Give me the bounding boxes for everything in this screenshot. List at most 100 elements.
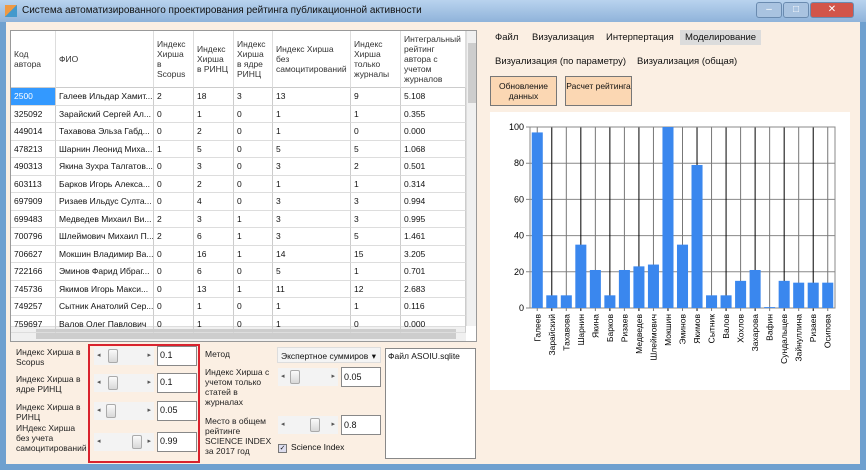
table-cell[interactable]: 0: [234, 298, 273, 316]
bar[interactable]: [691, 165, 703, 308]
bar[interactable]: [560, 295, 572, 308]
table-cell[interactable]: Тахавова Эльза Габд...: [56, 123, 154, 141]
bar[interactable]: [720, 295, 732, 308]
column-header[interactable]: Индекс Хирша без самоцитирований: [273, 31, 351, 88]
submenu-visualization-general[interactable]: Визуализация (общая): [637, 56, 738, 67]
column-header[interactable]: Индекс Хирша в Scopus: [154, 31, 194, 88]
table-cell[interactable]: 5.108: [401, 88, 466, 106]
table-cell[interactable]: 1: [234, 245, 273, 263]
table-cell[interactable]: 0: [154, 158, 194, 176]
bar[interactable]: [647, 264, 659, 308]
table-cell[interactable]: 5: [194, 140, 234, 158]
science-index-checkbox[interactable]: ✓ Science Index: [278, 442, 344, 453]
table-cell[interactable]: 1: [273, 298, 351, 316]
table-cell[interactable]: Медведев Михаил Ви...: [56, 210, 154, 228]
table-cell[interactable]: 3: [194, 158, 234, 176]
table-cell[interactable]: 2: [154, 210, 194, 228]
bar[interactable]: [546, 295, 558, 308]
bar[interactable]: [633, 266, 645, 308]
table-cell[interactable]: Ризаев Ильдус Султа...: [56, 193, 154, 211]
table-cell[interactable]: 6: [194, 263, 234, 281]
science-slider[interactable]: ◂ ▸: [278, 416, 338, 434]
table-cell[interactable]: Якина Зухра Талгатов...: [56, 158, 154, 176]
table-cell[interactable]: 1: [273, 315, 351, 333]
column-header[interactable]: ФИО: [56, 31, 154, 88]
table-cell[interactable]: 0.994: [401, 193, 466, 211]
table-cell[interactable]: 1: [273, 175, 351, 193]
table-cell[interactable]: 3: [194, 210, 234, 228]
minimize-button[interactable]: –: [756, 2, 782, 18]
table-cell[interactable]: 0.000: [401, 123, 466, 141]
menu-modeling[interactable]: Моделирование: [680, 30, 762, 45]
table-cell[interactable]: 2: [154, 88, 194, 106]
table-cell[interactable]: 0: [234, 315, 273, 333]
table-cell[interactable]: 0.501: [401, 158, 466, 176]
weight-input[interactable]: 0.05: [157, 401, 197, 421]
table-cell[interactable]: 0: [154, 298, 194, 316]
table-cell[interactable]: 603113: [11, 175, 56, 193]
table-cell[interactable]: 0: [234, 263, 273, 281]
table-cell[interactable]: Галеев Ильдар Хамит...: [56, 88, 154, 106]
close-button[interactable]: ✕: [810, 2, 854, 18]
table-cell[interactable]: 745736: [11, 280, 56, 298]
table-cell[interactable]: 490313: [11, 158, 56, 176]
bar[interactable]: [662, 127, 674, 308]
table-cell[interactable]: 0: [234, 158, 273, 176]
menu-visualization[interactable]: Визуализация: [532, 32, 595, 43]
menu-file[interactable]: Файл: [495, 32, 519, 43]
table-cell[interactable]: 0: [234, 175, 273, 193]
table-cell[interactable]: 0: [154, 105, 194, 123]
authors-grid[interactable]: Код автора ФИО Индекс Хирша в Scopus Индекс…: [10, 30, 477, 342]
table-cell[interactable]: 1: [351, 175, 401, 193]
table-cell[interactable]: 16: [194, 245, 234, 263]
table-cell[interactable]: 1.461: [401, 228, 466, 246]
weight-input[interactable]: 0.1: [157, 373, 197, 393]
table-cell[interactable]: Шлеймович Михаил П...: [56, 228, 154, 246]
table-cell[interactable]: 700796: [11, 228, 56, 246]
table-cell[interactable]: 0: [154, 280, 194, 298]
weight-input[interactable]: 0.99: [157, 432, 197, 452]
bar[interactable]: [575, 244, 587, 308]
table-cell[interactable]: 478213: [11, 140, 56, 158]
table-cell[interactable]: 5: [351, 140, 401, 158]
table-cell[interactable]: 0.314: [401, 175, 466, 193]
table-cell[interactable]: Эминов Фарид Ибраг...: [56, 263, 154, 281]
table-cell[interactable]: 2: [194, 123, 234, 141]
table-cell[interactable]: 13: [273, 88, 351, 106]
menu-interpretation[interactable]: Интерпертация: [606, 32, 674, 43]
table-cell[interactable]: 0.701: [401, 263, 466, 281]
calculate-rating-button[interactable]: Расчет рейтинга: [565, 76, 632, 106]
table-cell[interactable]: 3: [273, 210, 351, 228]
submenu-visualization-param[interactable]: Визуализация (по параметру): [495, 56, 627, 67]
table-cell[interactable]: 749257: [11, 298, 56, 316]
bar[interactable]: [706, 295, 718, 308]
science-input[interactable]: [341, 415, 381, 435]
bar[interactable]: [531, 132, 543, 308]
table-cell[interactable]: 4: [194, 193, 234, 211]
update-data-button[interactable]: Обновление данных: [490, 76, 557, 106]
table-cell[interactable]: Валов Олег Павлович: [56, 315, 154, 333]
table-cell[interactable]: 5: [273, 263, 351, 281]
table-cell[interactable]: 9: [351, 88, 401, 106]
table-cell[interactable]: 0: [154, 245, 194, 263]
maximize-button[interactable]: □: [783, 2, 809, 18]
bar[interactable]: [604, 295, 616, 308]
weight-slider[interactable]: ◂ ▸: [94, 402, 154, 420]
table-cell[interactable]: 0: [351, 123, 401, 141]
weight-input[interactable]: 0.1: [157, 346, 197, 366]
table-cell[interactable]: 1: [194, 315, 234, 333]
bar[interactable]: [749, 269, 761, 308]
weight-slider[interactable]: ◂ ▸: [94, 433, 154, 451]
table-cell[interactable]: 1: [234, 210, 273, 228]
bar[interactable]: [589, 269, 601, 308]
table-cell[interactable]: Мокшин Владимир Ва...: [56, 245, 154, 263]
bar[interactable]: [778, 280, 790, 308]
table-cell[interactable]: 0.355: [401, 105, 466, 123]
weight-slider[interactable]: ◂ ▸: [94, 374, 154, 392]
table-cell[interactable]: 0: [234, 193, 273, 211]
table-cell[interactable]: 706627: [11, 245, 56, 263]
table-cell[interactable]: 2.683: [401, 280, 466, 298]
table-cell[interactable]: Барков Игорь Алекса...: [56, 175, 154, 193]
table-cell[interactable]: 1: [273, 123, 351, 141]
table-cell[interactable]: 3.205: [401, 245, 466, 263]
